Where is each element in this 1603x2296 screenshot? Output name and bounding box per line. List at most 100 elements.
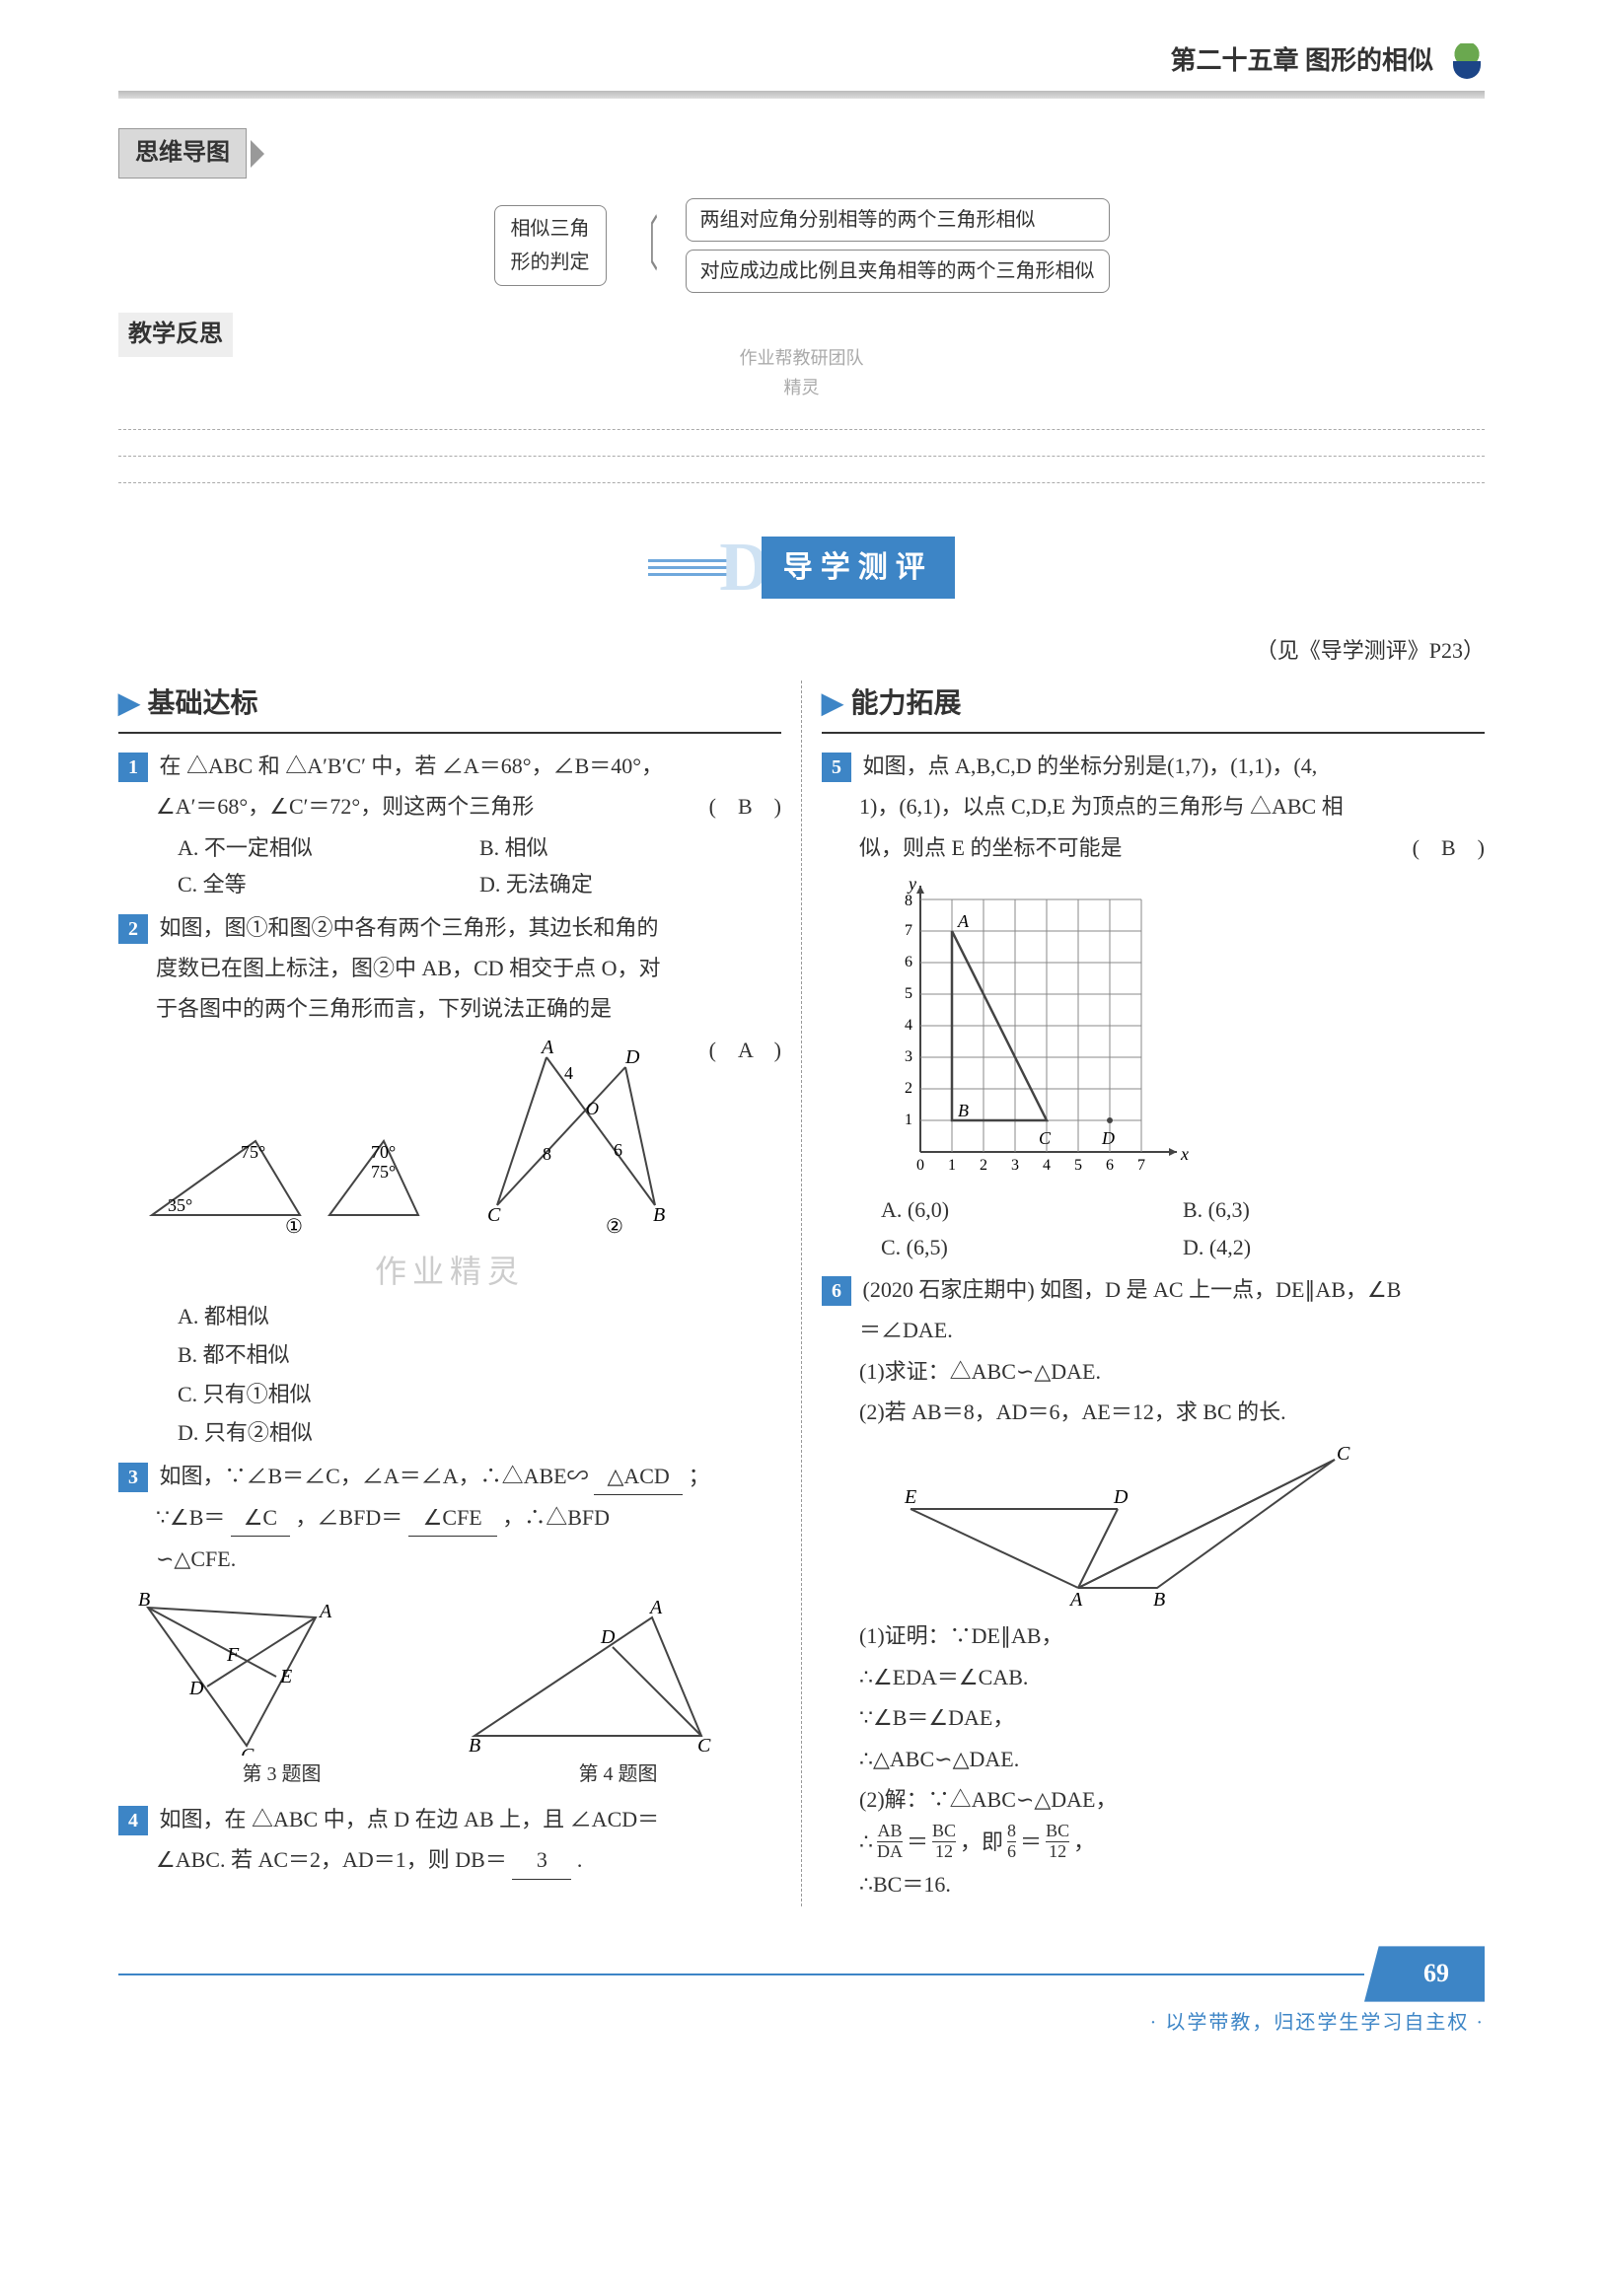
q4-num: 4 <box>118 1806 148 1835</box>
two-columns: ▶ 基础达标 1 在 △ABC 和 △A′B′C′ 中，若 ∠A＝68°，∠B＝… <box>118 681 1485 1906</box>
grid-x: x <box>1180 1144 1189 1164</box>
play-icon: ▶ <box>822 681 843 728</box>
bracket-icon: 〔 <box>634 231 658 260</box>
q6-B: B <box>1153 1589 1165 1608</box>
page-footer: 69 <box>118 1946 1485 2001</box>
q5-optA: A. (6,0) <box>881 1191 1183 1228</box>
yt8: 8 <box>905 893 912 909</box>
sol-l3: ∵∠B＝∠DAE， <box>822 1699 1485 1736</box>
sol-l6a: ∴ <box>859 1824 873 1860</box>
q5-answer: ( B ) <box>1413 829 1485 866</box>
fig3: B A C D E F <box>118 1588 375 1756</box>
frac4-num: BC <box>1046 1822 1069 1841</box>
q5: 5 如图，点 A,B,C,D 的坐标分别是(1,7)，(1,1)，(4, <box>822 748 1485 784</box>
logo-icon <box>1449 43 1485 79</box>
fig2-A: A <box>540 1038 554 1058</box>
fig2-8: 8 <box>543 1144 551 1164</box>
q3-t4: ，∠BFD＝ <box>295 1505 402 1530</box>
page-number: 69 <box>1364 1946 1485 2001</box>
mindmap-tag: 思维导图 <box>118 128 247 179</box>
arrow-icon <box>251 140 264 168</box>
xt7: 7 <box>1137 1157 1145 1174</box>
left-column: ▶ 基础达标 1 在 △ABC 和 △A′B′C′ 中，若 ∠A＝68°，∠B＝… <box>118 681 802 1906</box>
q2-fig2: A D C B O 4 8 6 ② <box>458 1038 685 1235</box>
q6-C: C <box>1337 1443 1350 1465</box>
page-header: 第二十五章 图形的相似 <box>118 39 1485 91</box>
q2-line1: 如图，图①和图②中各有两个三角形，其边长和角的 <box>160 915 659 940</box>
xt5: 5 <box>1074 1157 1082 1174</box>
write-line <box>118 456 1485 457</box>
frac3-den: 6 <box>1007 1841 1016 1862</box>
q5-t2: 1)，(6,1)，以点 C,D,E 为顶点的三角形与 △ABC 相 <box>822 788 1485 825</box>
fig2-4: 4 <box>564 1063 573 1083</box>
frac4: BC 12 <box>1046 1822 1069 1862</box>
fig3-C: C <box>241 1745 255 1756</box>
sol-l6d: ＝ <box>907 1824 928 1860</box>
xt0: 0 <box>916 1157 924 1174</box>
reflection-label: 教学反思 <box>118 313 233 357</box>
grid-D: D <box>1101 1128 1115 1148</box>
fig3-F: F <box>226 1644 240 1666</box>
watermark-stamp: 作业帮教研团队 精灵 <box>118 343 1485 403</box>
frac2: BC 12 <box>932 1822 956 1862</box>
yt7: 7 <box>905 922 912 939</box>
q4-blank: 3 <box>512 1841 571 1879</box>
q2-optD: D. 只有②相似 <box>178 1414 781 1451</box>
q6-sub2: (2)若 AB＝8，AD＝6，AE＝12，求 BC 的长. <box>822 1394 1485 1430</box>
mindmap-root: 相似三角 形的判定 <box>494 205 607 286</box>
page: 第二十五章 图形的相似 思维导图 相似三角 形的判定 〔 两组对应角分别相等的两… <box>0 0 1603 2099</box>
fig1-75a: 75° <box>241 1142 265 1162</box>
q6-sub1: (1)求证：△ABC∽△DAE. <box>822 1353 1485 1390</box>
q6-E: E <box>904 1486 916 1508</box>
q4-line2: ∠ABC. 若 AC＝2，AD＝1，则 DB＝ 3 . <box>118 1841 781 1879</box>
yt3: 3 <box>905 1048 912 1065</box>
fig4-C: C <box>697 1735 711 1756</box>
q1-options: A. 不一定相似 B. 相似 C. 全等 D. 无法确定 <box>118 829 781 903</box>
q1-line1: 在 △ABC 和 △A′B′C′ 中，若 ∠A＝68°，∠B＝40°， <box>160 753 664 778</box>
xt2: 2 <box>980 1157 987 1174</box>
grid-C: C <box>1039 1128 1052 1148</box>
q2-line3-row: 于各图中的两个三角形而言，下列说法正确的是 <box>118 990 781 1027</box>
grid-B: B <box>958 1101 969 1120</box>
q5-line3: 似，则点 E 的坐标不可能是 ( B ) <box>822 829 1485 866</box>
fig2-C: C <box>487 1204 501 1226</box>
yt4: 4 <box>905 1017 912 1034</box>
sol-l2: ∴∠EDA＝∠CAB. <box>822 1659 1485 1695</box>
mindmap-child: 对应成边成比例且夹角相等的两个三角形相似 <box>686 250 1110 293</box>
q4: 4 如图，在 △ABC 中，点 D 在边 AB 上，且 ∠ACD＝ <box>118 1801 781 1837</box>
section-banner: D 导学测评 <box>118 509 1485 626</box>
q6-t2: ＝∠DAE. <box>822 1312 1485 1348</box>
fig4-B: B <box>469 1735 480 1756</box>
q2-optB: B. 都不相似 <box>178 1336 781 1373</box>
fig2-O: O <box>586 1099 599 1118</box>
left-heading: ▶ 基础达标 <box>118 681 781 734</box>
write-line <box>118 482 1485 483</box>
q3-t3: ∵∠B＝ <box>156 1505 225 1530</box>
fig1-35: 35° <box>168 1195 192 1215</box>
q5-optB: B. (6,3) <box>1183 1191 1485 1228</box>
q1-optD: D. 无法确定 <box>479 866 781 902</box>
right-column: ▶ 能力拓展 5 如图，点 A,B,C,D 的坐标分别是(1,7)，(1,1)，… <box>802 681 1485 1906</box>
fig3-A: A <box>318 1601 332 1622</box>
q5-grid: A B C D x y 0 1 2 3 4 5 6 7 1 <box>881 876 1197 1182</box>
q6-fig-wrap: E D A B C <box>822 1440 1485 1608</box>
frac1-den: DA <box>877 1841 903 1862</box>
frac4-den: 12 <box>1046 1841 1069 1862</box>
q2-figures: 35° 75° 70° 75° ① A D C B O <box>118 1038 709 1235</box>
banner-title: 导学测评 <box>762 537 955 599</box>
mindmap-child: 两组对应角分别相等的两个三角形相似 <box>686 198 1110 242</box>
fig3-D: D <box>188 1678 204 1699</box>
sol-l6j: ＝ <box>1020 1824 1042 1860</box>
right-heading-text: 能力拓展 <box>851 681 962 728</box>
q6-t1: 如图，D 是 AC 上一点，DE∥AB，∠B <box>1040 1277 1401 1302</box>
write-line <box>118 429 1485 430</box>
chapter-title: 第二十五章 图形的相似 <box>1170 39 1433 83</box>
q5-t3: 似，则点 E 的坐标不可能是 <box>859 835 1122 860</box>
q2-options: A. 都相似 B. 都不相似 C. 只有①相似 D. 只有②相似 <box>118 1298 781 1452</box>
fig1-70: 70° <box>371 1142 396 1162</box>
q3: 3 如图，∵∠B＝∠C，∠A＝∠A，∴△ABE∽ △ACD ； <box>118 1458 781 1495</box>
q6-D: D <box>1113 1486 1129 1508</box>
sol-l5: (2)解：∵△ABC∽△DAE， <box>822 1781 1485 1818</box>
q3-blank1: △ACD <box>594 1458 683 1495</box>
q2-line3: 于各图中的两个三角形而言，下列说法正确的是 <box>156 996 612 1021</box>
